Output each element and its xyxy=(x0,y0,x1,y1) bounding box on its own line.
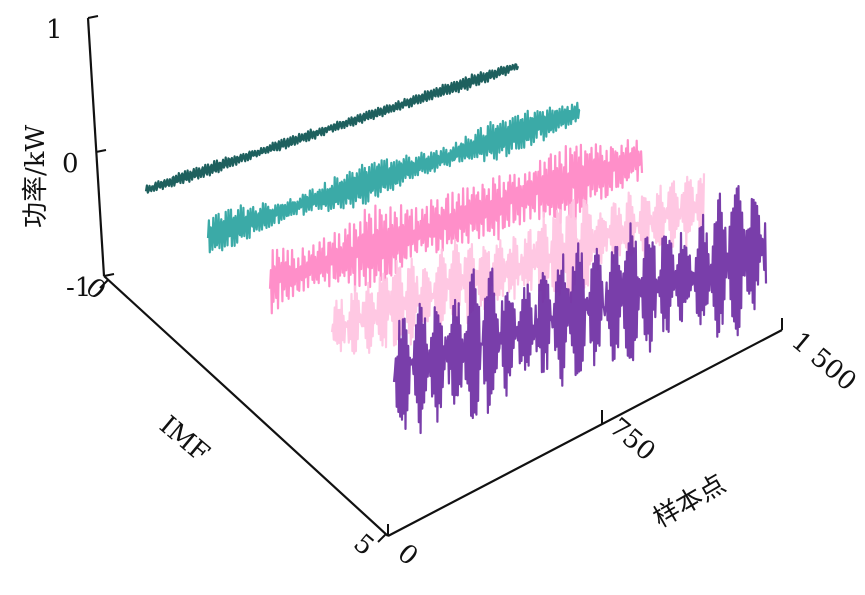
power-axis xyxy=(86,17,106,277)
imf-2-series xyxy=(206,101,581,254)
power-tick-1 xyxy=(87,15,99,19)
power-tick-label-0: 0 xyxy=(62,149,79,179)
imf-axis xyxy=(103,275,389,537)
imf-tick-0 xyxy=(99,279,109,289)
power-tick-label-neg1: -1 xyxy=(66,273,91,303)
imf-axis-title: IMF xyxy=(154,410,215,468)
power-tick-neg1 xyxy=(103,273,115,277)
power-tick-0 xyxy=(95,149,107,153)
sample-tick-label-1500: 1 500 xyxy=(786,326,862,397)
imf-1-series xyxy=(144,63,520,194)
sample-tick-label-750: 750 xyxy=(604,412,661,467)
imf-tick-5 xyxy=(377,533,387,543)
sample-axis xyxy=(387,329,783,537)
sample-axis-title: 样本点 xyxy=(649,469,732,534)
power-tick-label-1: 1 xyxy=(46,15,63,45)
sample-tick-label-0: 0 xyxy=(392,538,424,572)
imf-5-series xyxy=(392,185,768,435)
imf-tick-label-5: 5 xyxy=(348,528,380,562)
power-axis-title: 功率/kW xyxy=(21,124,51,228)
series-layer xyxy=(144,63,768,435)
imf-4-series xyxy=(330,173,706,355)
